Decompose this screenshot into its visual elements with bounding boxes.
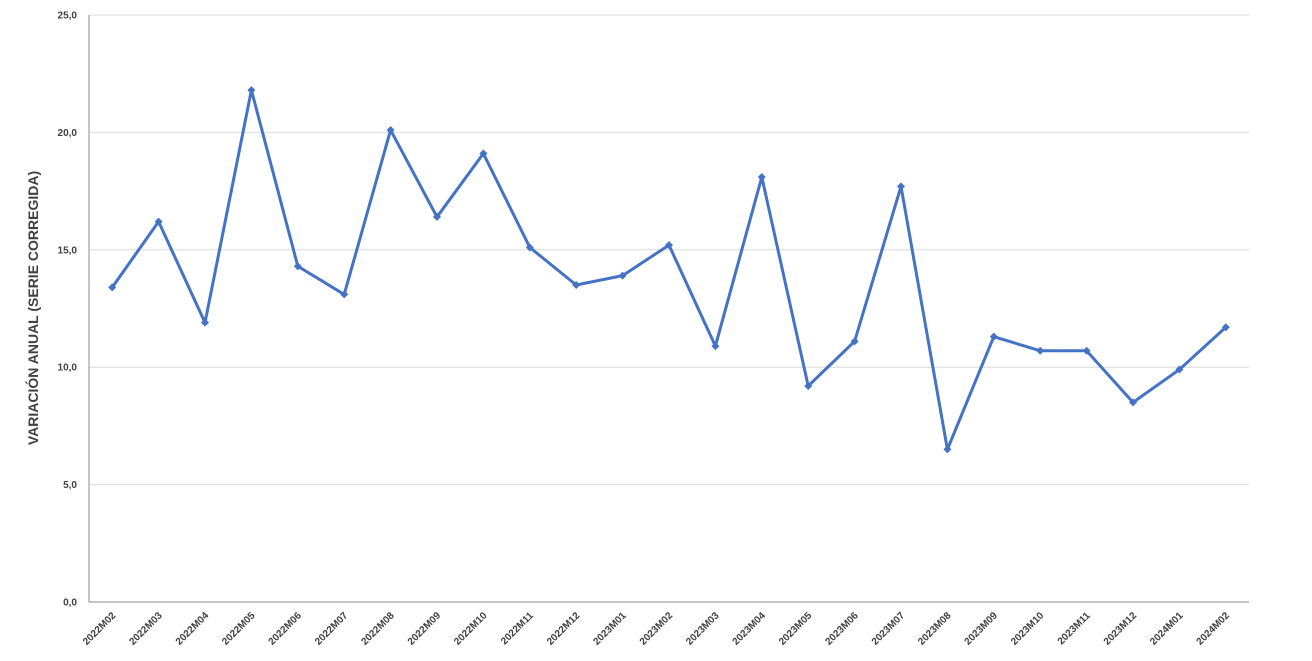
y-tick-label: 20,0 <box>58 128 78 139</box>
data-point-marker <box>340 290 349 299</box>
data-point-marker <box>433 212 441 221</box>
x-tick-label: 2023M12 <box>1102 610 1140 648</box>
x-tick-label: 2022M12 <box>545 610 583 648</box>
data-point-marker <box>1221 323 1230 332</box>
x-tick-label: 2023M03 <box>684 610 722 648</box>
y-tick-label: 0,0 <box>63 598 77 609</box>
data-point-marker <box>525 243 534 252</box>
data-point-marker <box>665 241 673 250</box>
data-point-marker <box>1036 346 1045 355</box>
data-point-marker <box>897 182 905 191</box>
data-point-marker <box>154 217 163 226</box>
x-tick-label: 2023M01 <box>591 610 629 648</box>
axes <box>88 15 1249 603</box>
x-tick-label: 2023M07 <box>870 610 908 648</box>
x-tick-label: 2023M05 <box>777 610 815 648</box>
gridlines <box>89 14 1249 486</box>
data-point-marker <box>108 283 117 292</box>
data-point-marker <box>1082 346 1091 355</box>
data-point-marker <box>479 149 488 158</box>
x-tick-label: 2023M02 <box>638 610 676 648</box>
x-tick-label: 2022M04 <box>174 610 212 648</box>
y-tick-labels: 0,0 5,0 10,0 15,0 20,0 25,0 <box>58 11 78 609</box>
x-tick-label: 2022M11 <box>499 610 536 647</box>
data-point-marker <box>757 173 766 182</box>
x-tick-label: 2023M08 <box>916 610 954 648</box>
y-tick-label: 15,0 <box>58 245 78 256</box>
data-point-marker <box>943 445 952 454</box>
x-tick-label: 2022M02 <box>81 610 119 648</box>
x-tick-label: 2022M08 <box>359 610 397 648</box>
x-tick-label: 2023M09 <box>963 610 1001 648</box>
data-point-marker <box>711 342 720 351</box>
data-point-marker <box>572 281 581 290</box>
x-tick-label: 2024M02 <box>1195 610 1233 648</box>
x-tick-label: 2022M06 <box>267 610 305 648</box>
data-point-marker <box>386 126 395 135</box>
x-tick-label: 2023M04 <box>731 610 769 648</box>
y-tick-label: 10,0 <box>58 363 78 374</box>
data-series <box>108 86 1230 454</box>
data-point-marker <box>247 86 256 95</box>
data-point-marker <box>618 271 627 280</box>
x-tick-label: 2022M09 <box>406 610 444 648</box>
data-point-marker <box>293 262 302 271</box>
series-line <box>110 88 1228 451</box>
y-axis-title: VARIACIÓN ANUAL (SERIE CORREGIDA) <box>24 171 41 445</box>
data-point-marker <box>1129 398 1137 407</box>
x-tick-label: 2024M01 <box>1148 610 1186 648</box>
x-tick-labels: 2022M02 2022M03 2022M04 2022M05 2022M06 2022M… <box>81 610 1232 648</box>
data-point-marker <box>804 381 813 390</box>
y-tick-label: 25,0 <box>58 11 78 22</box>
x-tick-label: 2022M10 <box>452 610 490 648</box>
x-tick-label: 2023M06 <box>823 610 861 648</box>
data-point-marker <box>1175 365 1184 374</box>
x-tick-label: 2022M03 <box>127 610 165 648</box>
data-point-marker <box>850 337 859 346</box>
x-tick-label: 2023M10 <box>1009 610 1047 648</box>
data-point-marker <box>201 318 209 327</box>
x-tick-label: 2023M11 <box>1056 610 1093 647</box>
x-tick-label: 2022M07 <box>313 610 351 648</box>
x-tick-label: 2022M05 <box>220 610 258 648</box>
data-point-marker <box>989 332 998 341</box>
y-tick-label: 5,0 <box>63 480 77 491</box>
